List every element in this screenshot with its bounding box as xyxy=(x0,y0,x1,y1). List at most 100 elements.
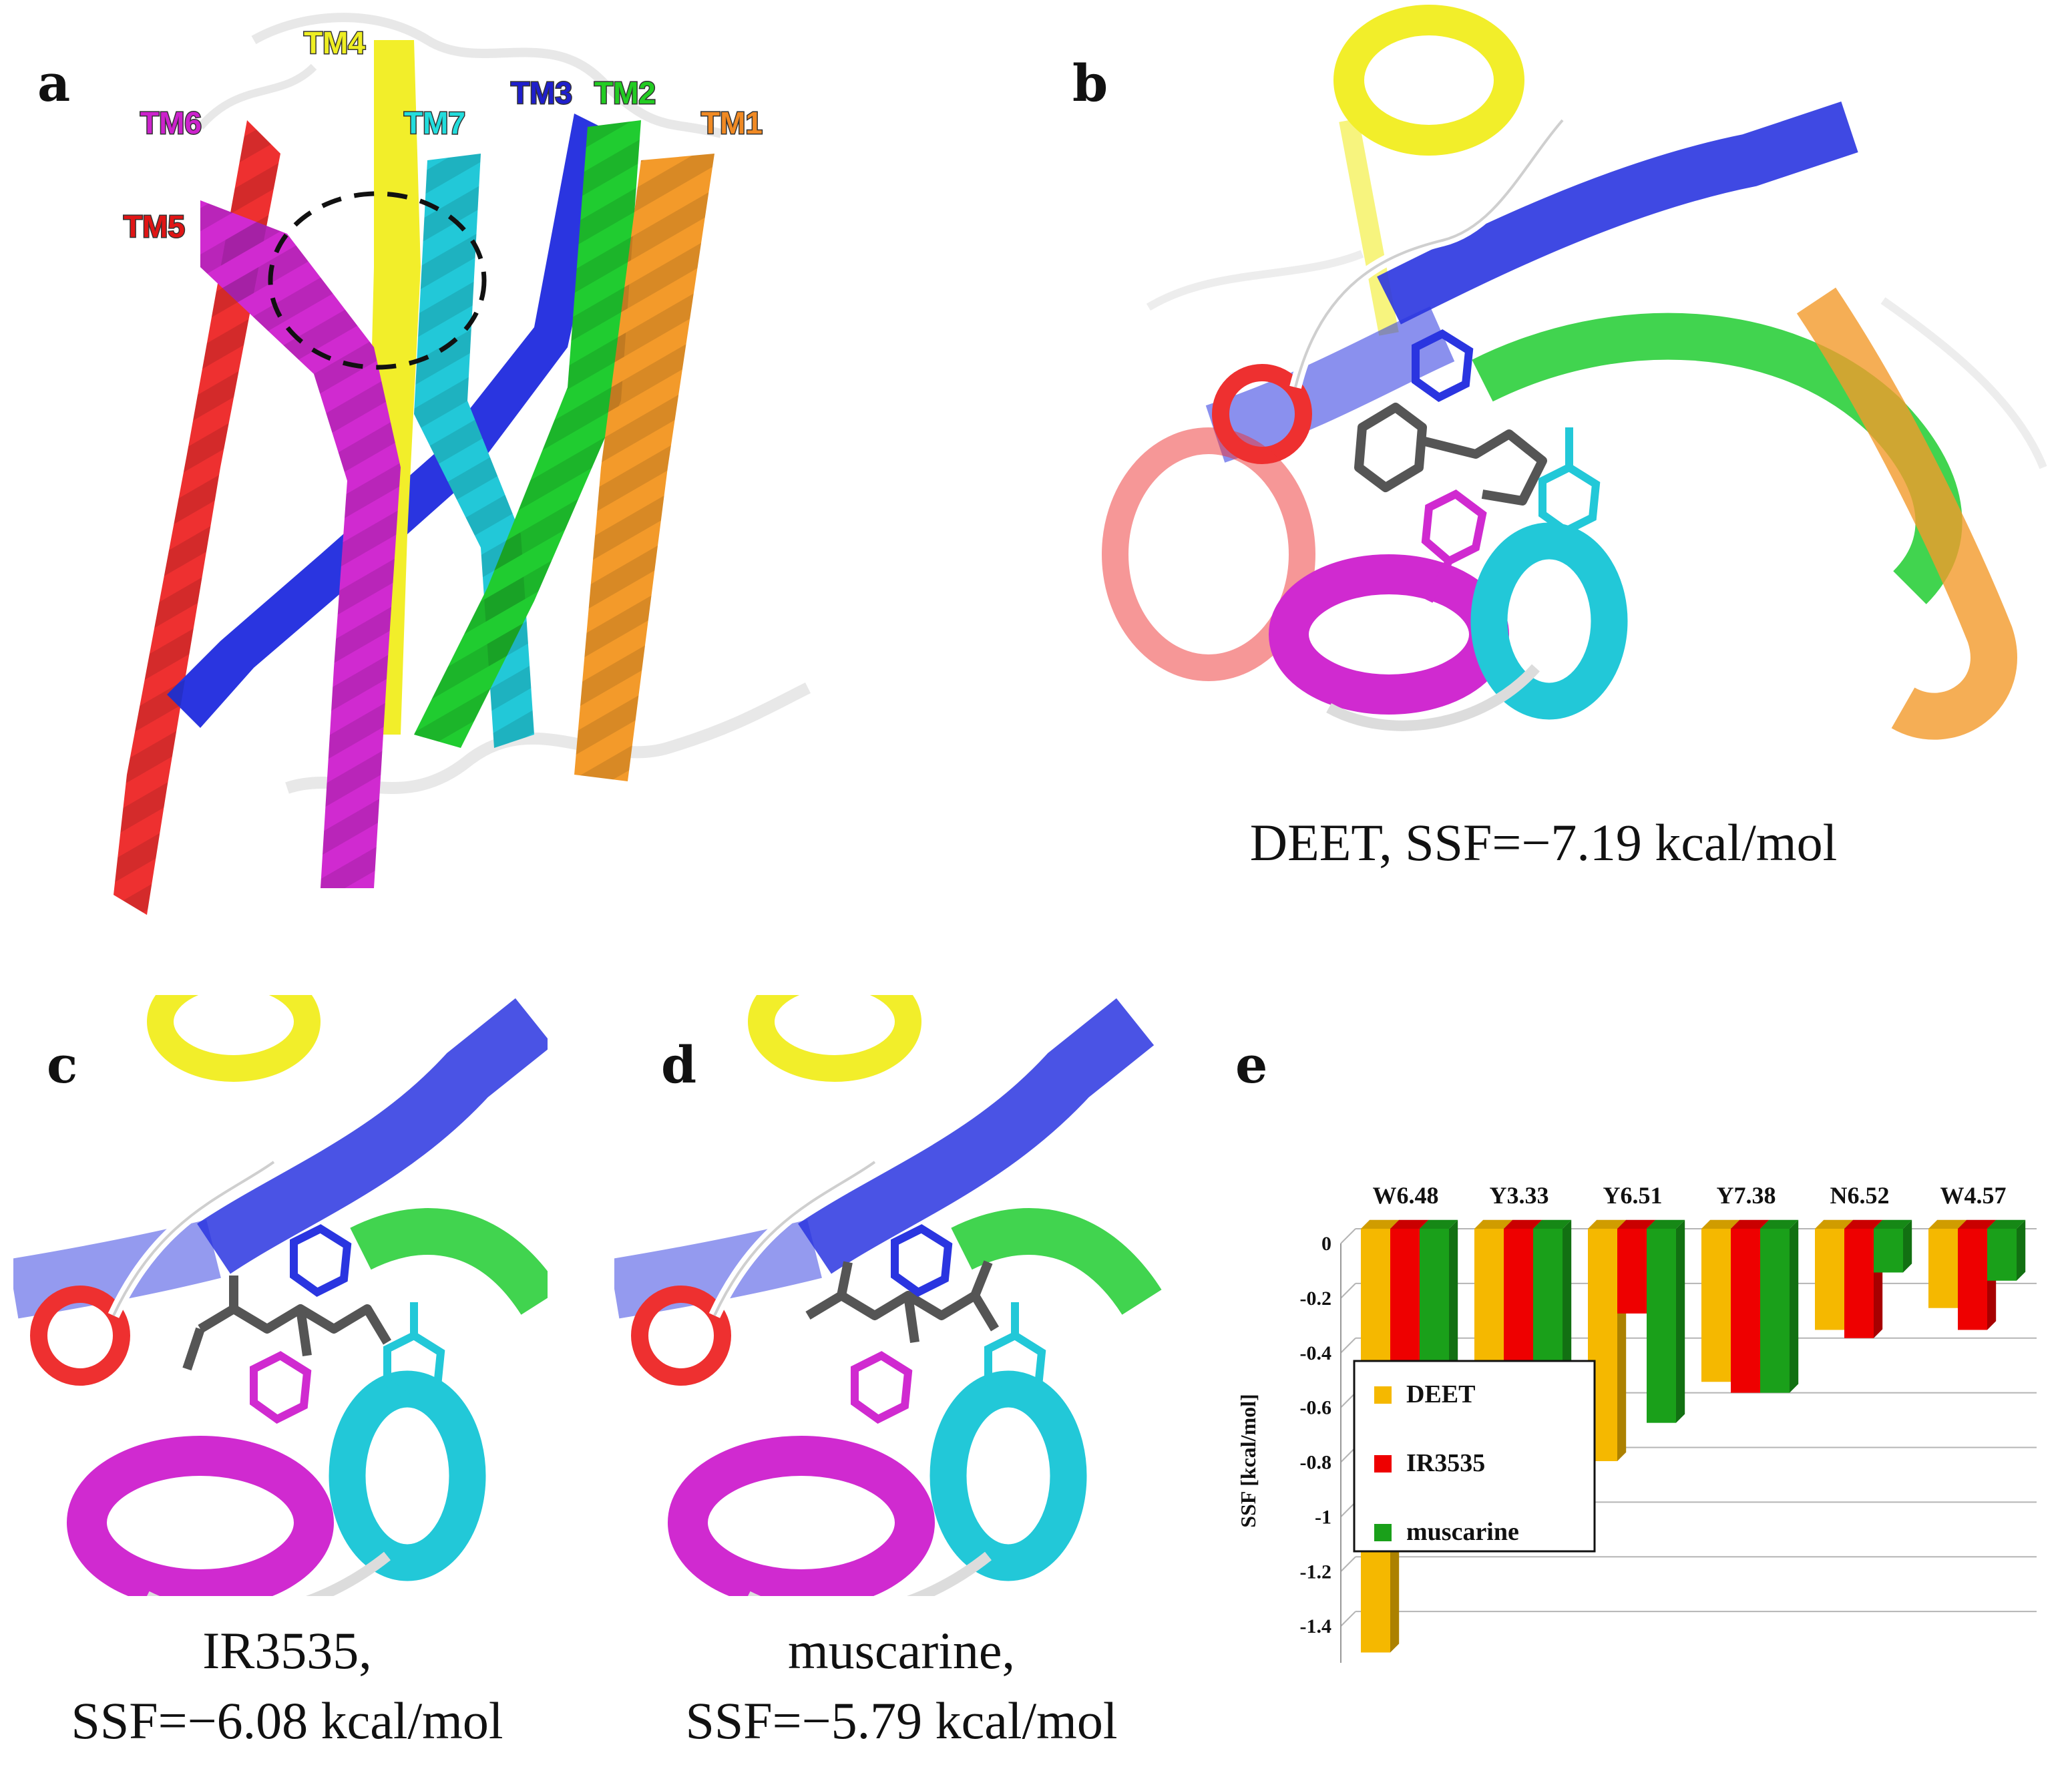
bar-top-DEET-W6.48 xyxy=(1361,1219,1400,1229)
tm5-label: TM5 xyxy=(124,209,185,244)
bar-muscarine-Y6.51 xyxy=(1647,1229,1676,1423)
bar-top-muscarine-N6.52 xyxy=(1874,1219,1912,1229)
chart-legend: DEET IR3535 muscarine xyxy=(1353,1360,1596,1553)
gridline-depth xyxy=(1340,1228,1356,1244)
panel-c-caption-line2: SSF=−6.08 kcal/mol xyxy=(71,1692,503,1750)
bar-top-muscarine-Y6.51 xyxy=(1647,1219,1685,1229)
panel-b-letter: b xyxy=(1072,53,1108,113)
legend-swatch-IR3535 xyxy=(1374,1455,1392,1472)
bar-IR3535-N6.52 xyxy=(1844,1229,1874,1338)
panel-b-docking-view xyxy=(1102,5,2047,740)
legend-swatch-DEET xyxy=(1374,1386,1392,1404)
gridline-depth xyxy=(1340,1446,1356,1463)
bar-top-IR3535-Y7.38 xyxy=(1731,1219,1770,1229)
panel-d-letter: d xyxy=(661,1035,697,1095)
legend-swatch-muscarine xyxy=(1374,1524,1392,1541)
bar-side-muscarine-N6.52 xyxy=(1903,1219,1912,1273)
bar-top-DEET-N6.52 xyxy=(1815,1219,1854,1229)
bar-top-DEET-Y3.33 xyxy=(1474,1219,1513,1229)
bar-side-muscarine-Y7.38 xyxy=(1790,1219,1799,1393)
binding-site-circle xyxy=(268,191,487,370)
tm3-label: TM3 xyxy=(511,75,572,110)
bar-side-muscarine-Y3.33 xyxy=(1563,1219,1572,1382)
tm7-label: TM7 xyxy=(404,106,465,140)
gridline-depth xyxy=(1340,1338,1356,1354)
bar-muscarine-Y3.33 xyxy=(1533,1229,1563,1382)
gridline-depth xyxy=(1340,1611,1356,1627)
tm3-helix xyxy=(167,114,614,728)
panel-c-caption-line1: IR3535, xyxy=(202,1621,372,1680)
x-category-label: N6.52 xyxy=(1830,1182,1890,1209)
muscarine-ligand xyxy=(805,1260,1000,1343)
panel-a-letter: a xyxy=(37,53,71,113)
panel-e-letter: e xyxy=(1235,1035,1268,1095)
legend-label-IR3535: IR3535 xyxy=(1406,1449,1485,1477)
ssf-bar-chart: 0-0.2-0.4-0.6-0.8-1-1.2-1.4-1.6SSF [kcal… xyxy=(1236,1182,2037,1663)
y-tick-label: -1.2 xyxy=(1300,1561,1332,1583)
gridline-depth xyxy=(1340,1501,1356,1518)
panel-c-letter: c xyxy=(47,1035,78,1095)
panel-b-caption: DEET, SSF=−7.19 kcal/mol xyxy=(1249,813,1838,871)
bar-top-IR3535-Y3.33 xyxy=(1504,1219,1542,1229)
y-tick-label: -0.8 xyxy=(1300,1452,1332,1474)
y-tick-label: -1.4 xyxy=(1300,1615,1332,1637)
panel-b: b DEET, SSF=−7.19 kcal/ xyxy=(1015,0,2072,935)
y-tick-label: -0.4 xyxy=(1300,1342,1332,1364)
bar-top-IR3535-N6.52 xyxy=(1844,1219,1883,1229)
x-category-label: W6.48 xyxy=(1373,1182,1439,1209)
y-axis-label: SSF [kcal/mol] xyxy=(1236,1394,1260,1528)
y-tick-label: -0.6 xyxy=(1300,1397,1332,1419)
deet-ligand xyxy=(1354,403,1547,506)
panel-d: d muscarine, SSF=−5.79 kcal/mol xyxy=(614,995,1189,1767)
chart-bars xyxy=(1361,1219,2026,1653)
bar-side-muscarine-Y6.51 xyxy=(1676,1219,1685,1423)
bar-muscarine-Y7.38 xyxy=(1760,1229,1790,1393)
panel-c-docking-view xyxy=(13,995,548,1596)
panel-a-receptor-structure: TM4 TM6 TM7 TM3 TM2 TM1 TM5 xyxy=(114,13,811,915)
bar-muscarine-W4.57 xyxy=(1987,1229,2017,1281)
bar-IR3535-W4.57 xyxy=(1958,1229,1987,1330)
bar-top-muscarine-W6.48 xyxy=(1420,1219,1458,1229)
legend-box xyxy=(1353,1360,1596,1553)
legend-label-DEET: DEET xyxy=(1406,1380,1475,1408)
bar-top-DEET-W4.57 xyxy=(1928,1219,1967,1229)
gridline-depth xyxy=(1340,1392,1356,1408)
bar-top-IR3535-Y6.51 xyxy=(1617,1219,1656,1229)
bar-IR3535-Y7.38 xyxy=(1731,1229,1760,1393)
panel-e: e 0-0.2-0.4-0.6-0.8-1-1.2-1.4-1.6SSF [kc… xyxy=(1202,995,2072,1663)
y-tick-label: -0.2 xyxy=(1300,1288,1332,1310)
chart-axes: 0-0.2-0.4-0.6-0.8-1-1.2-1.4-1.6SSF [kcal… xyxy=(1236,1182,2007,1663)
y-tick-label: -1 xyxy=(1315,1506,1331,1528)
bar-top-muscarine-Y3.33 xyxy=(1533,1219,1572,1229)
tm4-label: TM4 xyxy=(304,25,365,60)
bar-top-muscarine-W4.57 xyxy=(1987,1219,2026,1229)
gridline-depth xyxy=(1340,1283,1356,1299)
bar-top-DEET-Y6.51 xyxy=(1588,1219,1627,1229)
tm6-label: TM6 xyxy=(140,106,202,140)
panel-d-caption-line1: muscarine, xyxy=(787,1621,1016,1680)
legend-label-muscarine: muscarine xyxy=(1406,1518,1519,1546)
x-category-label: W4.57 xyxy=(1940,1182,2007,1209)
tm2-label: TM2 xyxy=(594,75,656,110)
x-category-label: Y6.51 xyxy=(1603,1182,1663,1209)
ir3535-ligand xyxy=(182,1275,392,1371)
bar-side-muscarine-W4.57 xyxy=(2017,1219,2026,1281)
panel-c: c IR3535, SSF=−6.08 kcal/mol xyxy=(13,995,561,1767)
bar-top-IR3535-W4.57 xyxy=(1958,1219,1997,1229)
panel-d-caption-line2: SSF=−5.79 kcal/mol xyxy=(685,1692,1118,1750)
x-category-label: Y7.38 xyxy=(1717,1182,1776,1209)
panel-d-docking-view xyxy=(614,995,1162,1596)
bar-top-DEET-Y7.38 xyxy=(1701,1219,1740,1229)
bar-top-muscarine-Y7.38 xyxy=(1760,1219,1799,1229)
panel-a: a TM4 xyxy=(0,0,868,935)
bar-DEET-Y7.38 xyxy=(1701,1229,1731,1382)
gridline-depth xyxy=(1340,1556,1356,1572)
bar-DEET-W4.57 xyxy=(1928,1229,1958,1308)
y-tick-label: 0 xyxy=(1321,1233,1331,1255)
x-category-label: Y3.33 xyxy=(1490,1182,1549,1209)
bar-IR3535-Y6.51 xyxy=(1617,1229,1647,1314)
tm1-label: TM1 xyxy=(701,106,763,140)
bar-muscarine-N6.52 xyxy=(1874,1229,1903,1273)
bar-DEET-N6.52 xyxy=(1815,1229,1844,1330)
bar-top-IR3535-W6.48 xyxy=(1390,1219,1429,1229)
